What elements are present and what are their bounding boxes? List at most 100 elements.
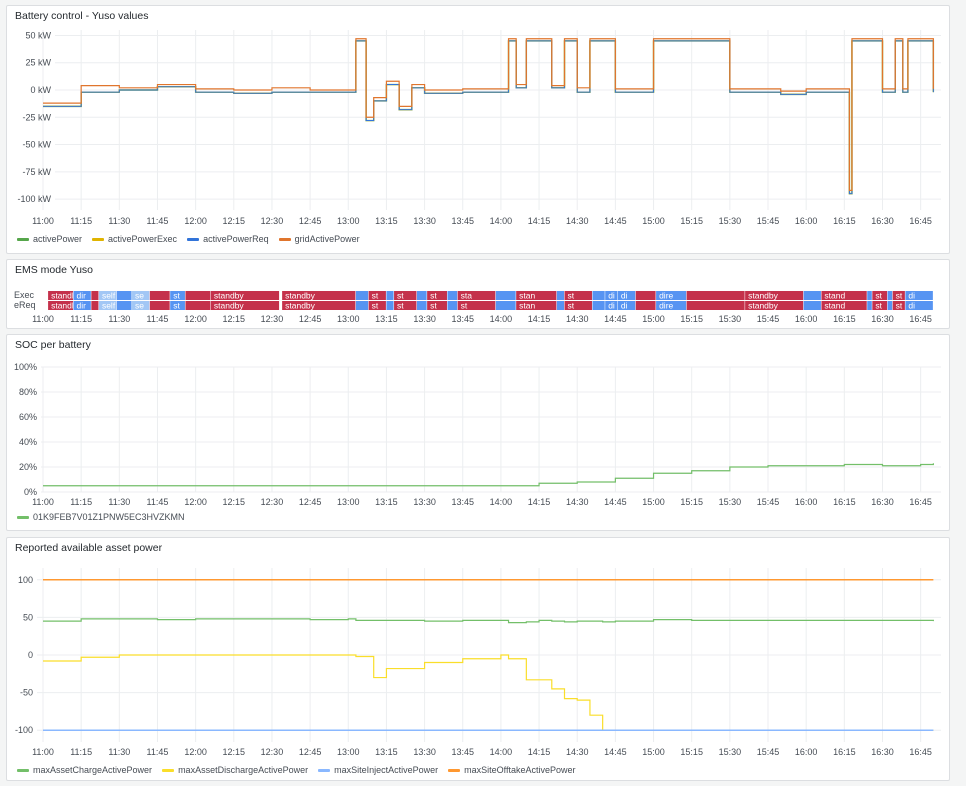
ems-segment[interactable] <box>592 301 605 310</box>
ems-segment[interactable] <box>564 301 592 310</box>
ems-segment[interactable] <box>867 291 872 300</box>
ems-segment[interactable] <box>149 301 170 310</box>
ems-segment[interactable] <box>132 291 150 300</box>
series-line-gridActivePower[interactable] <box>43 38 934 191</box>
panel-title[interactable]: SOC per battery <box>15 339 91 351</box>
ems-segment[interactable] <box>556 301 565 310</box>
ems-segment[interactable] <box>170 301 185 310</box>
series-line-maxAssetChargeActivePower[interactable] <box>43 618 934 624</box>
ems-segment[interactable] <box>394 301 417 310</box>
ems-segment[interactable] <box>73 301 91 310</box>
ems-segment[interactable] <box>745 291 804 300</box>
ems-segment[interactable] <box>592 291 605 300</box>
ems-state-timeline[interactable]: Exec standb dir self se st standby standby st st s… <box>7 260 951 330</box>
soc-chart[interactable]: 11:00 11:15 11:30 11:45 12:00 12:15 12:30 12:45… <box>7 335 951 532</box>
battery-chart[interactable]: 11:00 11:15 11:30 11:45 12:00 12:15 12:30 12:45… <box>7 6 951 255</box>
panel-title[interactable]: Reported available asset power <box>15 542 163 554</box>
series-line-activePowerReq[interactable] <box>43 40 934 195</box>
ems-segment[interactable] <box>416 291 427 300</box>
ems-segment[interactable] <box>887 291 893 300</box>
ems-segment[interactable] <box>368 301 386 310</box>
ems-segment[interactable] <box>210 291 280 300</box>
ems-segment[interactable] <box>282 291 356 300</box>
ems-segment[interactable] <box>386 291 394 300</box>
ems-segment[interactable] <box>656 291 687 300</box>
legend-item[interactable]: activePowerReq <box>187 234 269 244</box>
panel-title[interactable]: EMS mode Yuso <box>15 264 94 276</box>
ems-segment[interactable] <box>447 301 458 310</box>
ems-segment[interactable] <box>91 291 99 300</box>
ems-segment[interactable] <box>394 291 417 300</box>
ems-segment[interactable] <box>516 301 557 310</box>
ems-segment[interactable] <box>457 291 496 300</box>
ems-segment[interactable] <box>355 291 369 300</box>
ems-segment[interactable] <box>892 301 905 310</box>
ems-segment[interactable] <box>91 301 99 310</box>
ems-segment[interactable] <box>887 301 893 310</box>
ems-segment[interactable] <box>116 291 132 300</box>
time-tick-label: 13:15 <box>375 216 398 226</box>
ems-segment[interactable] <box>185 291 211 300</box>
ems-segment[interactable] <box>745 301 804 310</box>
ems-segment[interactable] <box>564 291 592 300</box>
legend-item[interactable]: 01K9FEB7V01Z1PNW5EC3HVZKMN <box>17 512 185 522</box>
ems-segment[interactable] <box>132 301 150 310</box>
asset-power-chart[interactable]: 11:00 11:15 11:30 11:45 12:00 12:15 12:30 12:45… <box>7 538 951 782</box>
ems-segment[interactable] <box>355 301 369 310</box>
ems-segment[interactable] <box>210 301 280 310</box>
legend-item[interactable]: maxSiteInjectActivePower <box>318 765 438 775</box>
ems-segment[interactable] <box>149 291 170 300</box>
legend-item[interactable]: activePowerExec <box>92 234 177 244</box>
ems-segment[interactable] <box>98 291 117 300</box>
ems-segment[interactable] <box>686 291 745 300</box>
ems-segment[interactable] <box>803 291 821 300</box>
ems-segment[interactable] <box>821 301 867 310</box>
ems-segment[interactable] <box>495 301 516 310</box>
ems-segment[interactable] <box>635 291 656 300</box>
ems-segment[interactable] <box>416 301 427 310</box>
ems-segment[interactable] <box>905 291 933 300</box>
ems-segment[interactable] <box>905 301 933 310</box>
ems-segment[interactable] <box>605 301 618 310</box>
ems-segment[interactable] <box>427 291 447 300</box>
ems-segment[interactable] <box>821 291 867 300</box>
legend-item[interactable]: maxAssetChargeActivePower <box>17 765 152 775</box>
legend-item[interactable]: activePower <box>17 234 82 244</box>
ems-segment[interactable] <box>803 301 821 310</box>
ems-segment[interactable] <box>556 291 565 300</box>
time-tick-label: 13:45 <box>451 314 474 324</box>
legend-item[interactable]: gridActivePower <box>278 234 360 244</box>
ems-segment[interactable] <box>635 301 656 310</box>
ems-segment[interactable] <box>386 301 394 310</box>
ems-segment[interactable] <box>282 301 356 310</box>
ems-segment[interactable] <box>617 301 636 310</box>
ems-segment-label: st <box>430 301 437 311</box>
ems-segment[interactable] <box>605 291 618 300</box>
ems-segment[interactable] <box>872 301 888 310</box>
ems-segment[interactable] <box>872 291 888 300</box>
ems-segment[interactable] <box>656 301 687 310</box>
ems-segment[interactable] <box>73 291 91 300</box>
panel-title[interactable]: Battery control - Yuso values <box>15 10 149 22</box>
ems-segment[interactable] <box>368 291 386 300</box>
ems-segment[interactable] <box>48 291 74 300</box>
ems-segment[interactable] <box>867 301 872 310</box>
time-tick-label: 15:15 <box>680 216 703 226</box>
legend-item[interactable]: maxSiteOfftakeActivePower <box>448 765 576 775</box>
series-line-01K9FEB7V01Z1PNW5EC3HVZKMN[interactable] <box>43 463 934 487</box>
ems-segment[interactable] <box>185 301 211 310</box>
ems-segment[interactable] <box>516 291 557 300</box>
ems-segment[interactable] <box>457 301 496 310</box>
ems-segment[interactable] <box>427 301 447 310</box>
legend-item[interactable]: maxAssetDischargeActivePower <box>162 765 308 775</box>
ems-segment[interactable] <box>116 301 132 310</box>
ems-segment[interactable] <box>98 301 117 310</box>
ems-segment-label: stan <box>519 291 535 301</box>
ems-segment[interactable] <box>48 301 74 310</box>
ems-segment[interactable] <box>447 291 458 300</box>
ems-segment[interactable] <box>686 301 745 310</box>
ems-segment[interactable] <box>495 291 516 300</box>
ems-segment[interactable] <box>617 291 636 300</box>
ems-segment[interactable] <box>170 291 185 300</box>
ems-segment[interactable] <box>892 291 905 300</box>
